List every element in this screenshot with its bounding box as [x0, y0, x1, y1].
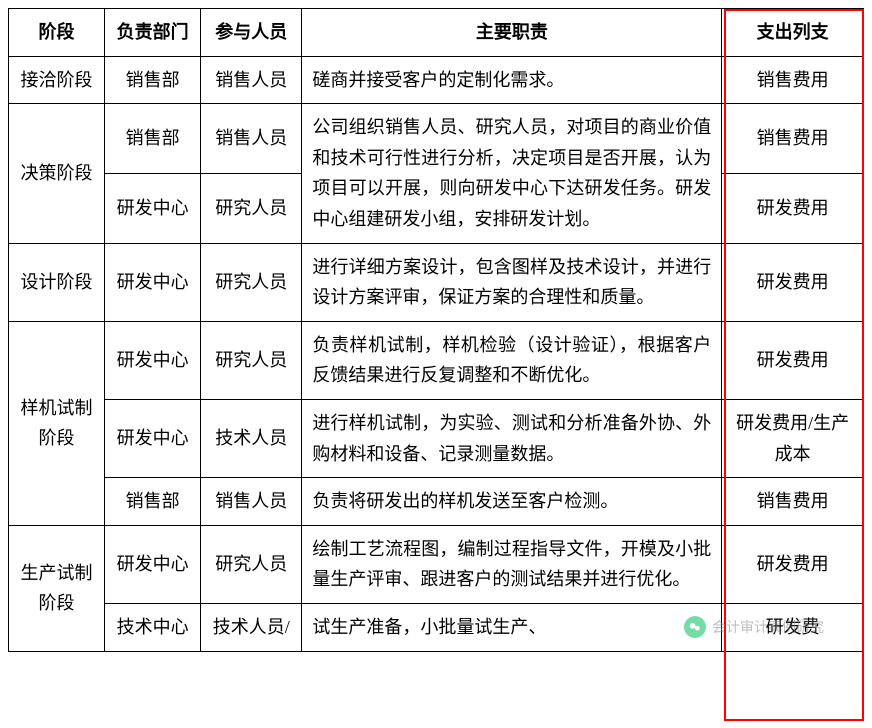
cell-people: 技术人员/	[201, 603, 302, 651]
cell-dept: 技术中心	[105, 603, 201, 651]
cell-expense: 销售费用	[722, 56, 864, 104]
col-header-stage: 阶段	[9, 9, 105, 57]
cell-duty: 磋商并接受客户的定制化需求。	[302, 56, 722, 104]
table-row: 生产试制阶段 研发中心 研究人员 绘制工艺流程图，编制过程指导文件，开模及小批量…	[9, 525, 864, 603]
table-header-row: 阶段 负责部门 参与人员 主要职责 支出列支	[9, 9, 864, 57]
cell-stage: 决策阶段	[9, 104, 105, 243]
table-container: 阶段 负责部门 参与人员 主要职责 支出列支 接洽阶段 销售部 销售人员 磋商并…	[8, 8, 864, 652]
cell-expense: 销售费用	[722, 478, 864, 526]
cell-stage: 接洽阶段	[9, 56, 105, 104]
col-header-expense: 支出列支	[722, 9, 864, 57]
cell-people: 销售人员	[201, 104, 302, 174]
cell-dept: 销售部	[105, 56, 201, 104]
table-row: 销售部 销售人员 负责将研发出的样机发送至客户检测。 销售费用	[9, 478, 864, 526]
cell-expense: 研发费用	[722, 321, 864, 399]
cell-dept: 销售部	[105, 104, 201, 174]
cell-dept: 研发中心	[105, 321, 201, 399]
col-header-duty: 主要职责	[302, 9, 722, 57]
table-row: 接洽阶段 销售部 销售人员 磋商并接受客户的定制化需求。 销售费用	[9, 56, 864, 104]
cell-duty: 进行详细方案设计，包含图样及技术设计，并进行设计方案评审，保证方案的合理性和质量…	[302, 243, 722, 321]
col-header-people: 参与人员	[201, 9, 302, 57]
cell-duty: 负责样机试制，样机检验（设计验证），根据客户反馈结果进行反复调整和不断优化。	[302, 321, 722, 399]
cell-duty: 进行样机试制，为实验、测试和分析准备外协、外购材料和设备、记录测量数据。	[302, 399, 722, 477]
cell-people: 销售人员	[201, 478, 302, 526]
cell-people: 研究人员	[201, 243, 302, 321]
table-row: 技术中心 技术人员/ 试生产准备，小批量试生产、 研发费	[9, 603, 864, 651]
cell-people: 研究人员	[201, 525, 302, 603]
cell-dept: 研发中心	[105, 525, 201, 603]
cell-expense: 研发费用/生产成本	[722, 399, 864, 477]
cell-expense: 研发费用	[722, 525, 864, 603]
responsibility-table: 阶段 负责部门 参与人员 主要职责 支出列支 接洽阶段 销售部 销售人员 磋商并…	[8, 8, 864, 652]
cell-dept: 研发中心	[105, 173, 201, 243]
cell-people: 研究人员	[201, 173, 302, 243]
cell-dept: 销售部	[105, 478, 201, 526]
cell-duty: 绘制工艺流程图，编制过程指导文件，开模及小批量生产评审、跟进客户的测试结果并进行…	[302, 525, 722, 603]
table-row: 决策阶段 销售部 销售人员 公司组织销售人员、研究人员，对项目的商业价值和技术可…	[9, 104, 864, 174]
cell-stage: 生产试制阶段	[9, 525, 105, 651]
cell-people: 研究人员	[201, 321, 302, 399]
cell-duty: 试生产准备，小批量试生产、	[302, 603, 722, 651]
cell-expense: 研发费	[722, 603, 864, 651]
table-row: 设计阶段 研发中心 研究人员 进行详细方案设计，包含图样及技术设计，并进行设计方…	[9, 243, 864, 321]
cell-expense: 研发费用	[722, 173, 864, 243]
cell-people: 技术人员	[201, 399, 302, 477]
cell-dept: 研发中心	[105, 243, 201, 321]
cell-expense: 研发费用	[722, 243, 864, 321]
cell-duty: 公司组织销售人员、研究人员，对项目的商业价值和技术可行性进行分析，决定项目是否开…	[302, 104, 722, 243]
cell-duty: 负责将研发出的样机发送至客户检测。	[302, 478, 722, 526]
cell-stage: 设计阶段	[9, 243, 105, 321]
cell-expense: 销售费用	[722, 104, 864, 174]
table-row: 研发中心 技术人员 进行样机试制，为实验、测试和分析准备外协、外购材料和设备、记…	[9, 399, 864, 477]
cell-stage: 样机试制阶段	[9, 321, 105, 525]
col-header-dept: 负责部门	[105, 9, 201, 57]
cell-people: 销售人员	[201, 56, 302, 104]
cell-dept: 研发中心	[105, 399, 201, 477]
table-row: 样机试制阶段 研发中心 研究人员 负责样机试制，样机检验（设计验证），根据客户反…	[9, 321, 864, 399]
